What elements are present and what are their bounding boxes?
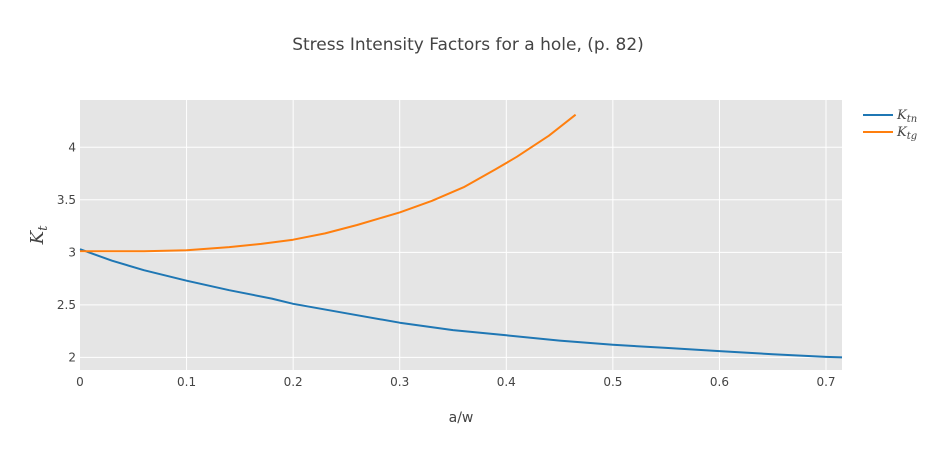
x-tick-label: 0 <box>76 375 84 389</box>
y-tick-labels: 2 2.5 3 3.5 4 <box>57 140 76 364</box>
x-tick-labels: 0 0.1 0.2 0.3 0.4 0.5 0.6 0.7 <box>76 375 835 389</box>
y-tick-label: 4 <box>68 140 76 154</box>
svg-text:Kt: Kt <box>27 225 51 245</box>
x-tick-label: 0.4 <box>497 375 516 389</box>
legend: Ktn Ktg <box>863 108 917 142</box>
legend-label-ktn: K <box>896 108 908 123</box>
y-tick-label: 3 <box>68 245 76 259</box>
svg-text:Ktg: Ktg <box>896 125 917 142</box>
legend-sub-ktg: tg <box>907 131 917 142</box>
legend-item-ktn[interactable]: Ktn <box>863 108 917 125</box>
x-tick-label: 0.3 <box>390 375 409 389</box>
y-tick-label: 2 <box>68 350 76 364</box>
x-tick-label: 0.7 <box>816 375 835 389</box>
y-tick-label: 3.5 <box>57 193 76 207</box>
x-tick-label: 0.6 <box>710 375 729 389</box>
series-line-ktg[interactable] <box>80 113 577 253</box>
y-tick-label: 2.5 <box>57 298 76 312</box>
y-axis-label-sub: t <box>36 225 51 231</box>
y-axis-label: Kt <box>27 225 51 245</box>
x-tick-label: 0.2 <box>284 375 303 389</box>
grid-lines <box>80 100 842 370</box>
x-tick-label: 0.1 <box>177 375 196 389</box>
x-tick-label: 0.5 <box>603 375 622 389</box>
x-axis-label: a/w <box>449 410 474 426</box>
chart-title: Stress Intensity Factors for a hole, (p.… <box>292 35 644 55</box>
svg-text:Ktn: Ktn <box>896 108 917 125</box>
series-line-ktn[interactable] <box>79 248 843 359</box>
plot-background <box>80 100 842 370</box>
y-axis-label-main: K <box>27 229 48 245</box>
series-lines <box>79 113 843 359</box>
legend-sub-ktn: tn <box>907 114 917 125</box>
legend-item-ktg[interactable]: Ktg <box>863 125 917 142</box>
legend-label-ktg: K <box>896 125 908 140</box>
